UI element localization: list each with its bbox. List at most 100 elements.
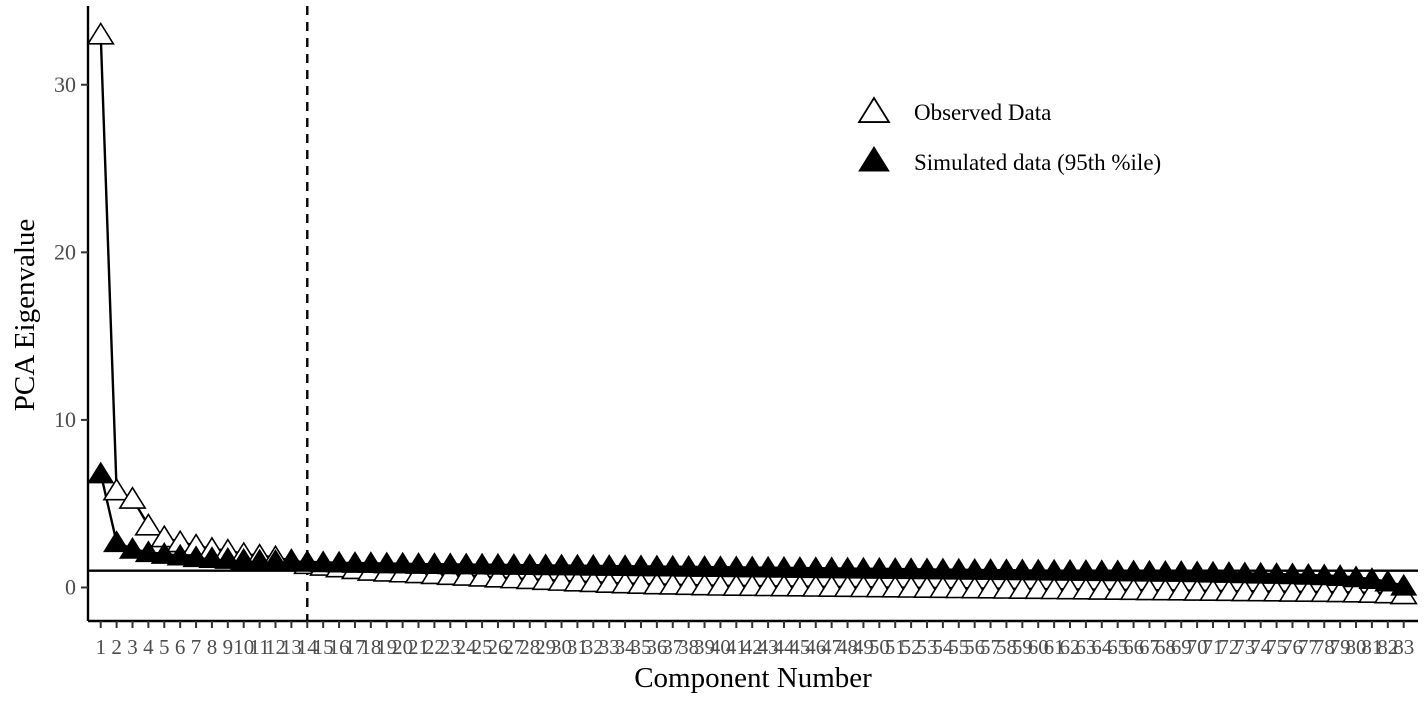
- x-tick-label: 75: [1266, 635, 1287, 659]
- x-tick-label: 15: [313, 635, 334, 659]
- x-tick-label: 28: [519, 635, 540, 659]
- simulated-point: [150, 542, 178, 564]
- x-tick-label: 14: [297, 635, 319, 659]
- x-tick-label: 41: [726, 635, 747, 659]
- simulated-point: [1390, 573, 1418, 596]
- x-tick-label: 61: [1044, 635, 1065, 659]
- observed-point: [118, 486, 147, 509]
- legend-observed-marker: [857, 96, 891, 123]
- x-tick-label: 58: [996, 635, 1017, 659]
- simulated-point: [1342, 565, 1370, 588]
- x-tick-label: 18: [360, 635, 381, 659]
- x-tick-label: 53: [916, 635, 937, 659]
- x-tick-label: 82: [1377, 635, 1398, 659]
- x-tick-label: 9: [223, 635, 234, 659]
- x-tick-label: 50: [869, 635, 890, 659]
- x-tick-label: 55: [948, 635, 969, 659]
- x-tick-label: 17: [344, 635, 365, 659]
- observed-point: [134, 512, 163, 536]
- x-tick-label: 26: [487, 635, 508, 659]
- x-tick-label: 42: [742, 635, 763, 659]
- x-tick-label: 52: [901, 635, 922, 659]
- x-tick-label: 36: [646, 635, 667, 659]
- y-tick-label: 20: [54, 239, 76, 264]
- simulated-point: [166, 543, 194, 566]
- x-tick-label: 54: [932, 635, 954, 659]
- legend-simulated-marker: [858, 146, 890, 172]
- x-tick-label: 45: [789, 635, 810, 659]
- x-tick-label: 29: [535, 635, 556, 659]
- x-tick-label: 32: [583, 635, 604, 659]
- y-axis-title: PCA Eigenvalue: [9, 219, 41, 412]
- simulated-point: [1374, 569, 1402, 592]
- x-tick-label: 37: [662, 635, 683, 659]
- x-tick-label: 79: [1330, 635, 1351, 659]
- x-tick-label: 46: [805, 635, 826, 659]
- x-tick-label: 63: [1075, 635, 1096, 659]
- x-tick-label: 7: [191, 635, 202, 659]
- simulated-point: [1358, 567, 1386, 589]
- x-tick-label: 81: [1361, 635, 1382, 659]
- series-points: [86, 21, 1418, 605]
- x-tick-label: 47: [821, 635, 842, 659]
- series-lines: [99, 34, 1405, 596]
- x-tick-label: 38: [678, 635, 699, 659]
- x-tick-label: 12: [265, 635, 286, 659]
- x-tick-label: 24: [456, 635, 478, 659]
- x-tick-label: 21: [408, 635, 429, 659]
- x-tick-label: 76: [1282, 635, 1303, 659]
- x-tick-label: 62: [1060, 635, 1081, 659]
- x-tick-label: 66: [1123, 635, 1144, 659]
- x-tick-label: 11: [249, 635, 269, 659]
- x-tick-label: 16: [329, 635, 350, 659]
- x-tick-label: 35: [630, 635, 651, 659]
- y-tick-label: 30: [54, 72, 76, 97]
- x-tick-label: 27: [503, 635, 524, 659]
- x-tick-label: 34: [615, 635, 637, 659]
- simulated-point: [103, 530, 131, 553]
- simulated-point: [230, 547, 258, 570]
- x-tick-label: 30: [551, 635, 572, 659]
- x-tick-label: 20: [392, 635, 413, 659]
- y-tick-label: 0: [65, 574, 76, 599]
- x-tick-label: 19: [376, 635, 397, 659]
- x-tick-label: 3: [127, 635, 138, 659]
- observed-point: [86, 21, 115, 45]
- x-tick-label: 33: [599, 635, 620, 659]
- x-tick-label: 65: [1107, 635, 1128, 659]
- x-tick-label: 4: [143, 635, 154, 659]
- legend: Observed Data Simulated data (95th %ile): [857, 96, 1161, 175]
- x-tick-label: 77: [1298, 635, 1319, 659]
- simulated-point: [118, 536, 147, 559]
- x-tick-label: 68: [1155, 635, 1176, 659]
- legend-observed-label: Observed Data: [914, 100, 1051, 125]
- x-tick-label: 49: [853, 635, 874, 659]
- x-tick-label: 70: [1187, 635, 1208, 659]
- x-tick-label: 31: [567, 635, 588, 659]
- x-tick-label: 39: [694, 635, 715, 659]
- x-tick-label: 22: [424, 635, 445, 659]
- observed-point: [102, 477, 131, 501]
- x-tick-label: 2: [111, 635, 122, 659]
- reference-lines: [88, 6, 1418, 621]
- x-tick-label: 57: [980, 635, 1001, 659]
- legend-simulated-label: Simulated data (95th %ile): [914, 150, 1161, 175]
- x-tick-label: 60: [1028, 635, 1049, 659]
- simulated-point: [134, 540, 162, 563]
- x-tick-label: 1: [95, 635, 106, 659]
- x-tick-label: 23: [440, 635, 461, 659]
- x-tick-label: 44: [773, 635, 795, 659]
- x-tick-label: 71: [1203, 635, 1224, 659]
- x-tick-label: 56: [964, 635, 985, 659]
- x-tick-label: 13: [281, 635, 302, 659]
- x-tick-label: 43: [758, 635, 779, 659]
- x-tick-label: 25: [472, 635, 493, 659]
- simulated-point: [1326, 564, 1354, 586]
- x-tick-label: 5: [159, 635, 170, 659]
- x-axis-title: Component Number: [634, 662, 872, 694]
- x-tick-label: 51: [885, 635, 906, 659]
- x-tick-label: 72: [1218, 635, 1239, 659]
- x-tick-label: 67: [1139, 635, 1160, 659]
